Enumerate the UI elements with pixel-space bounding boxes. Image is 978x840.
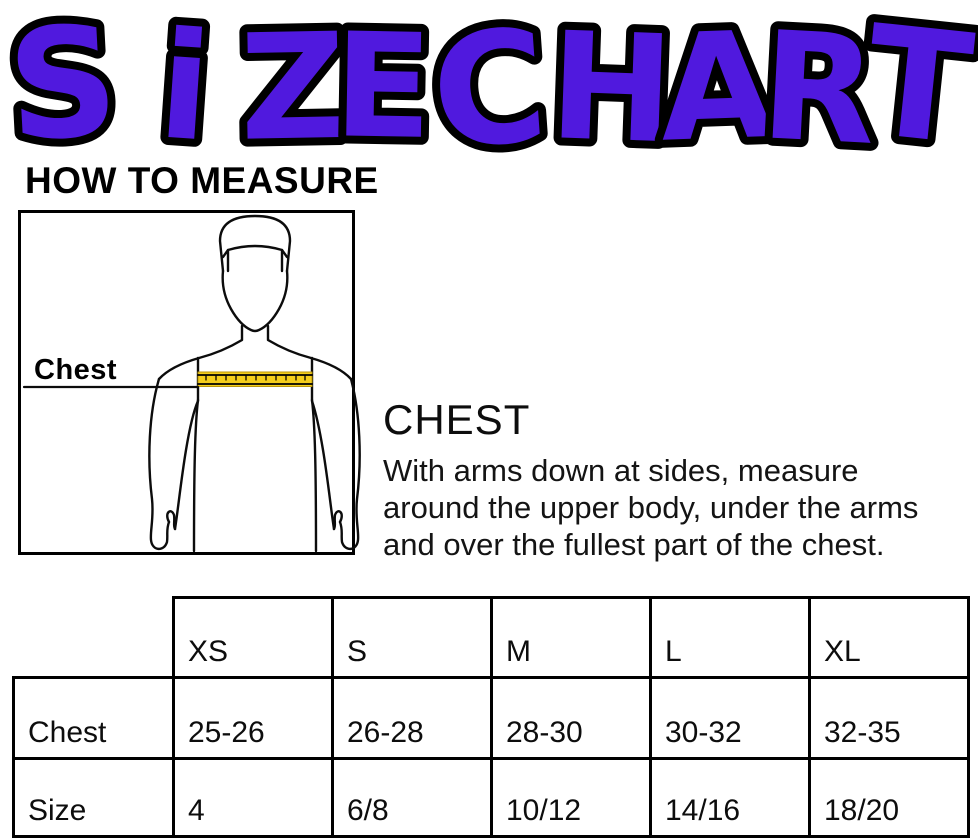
measurement-figure-box: Chest <box>18 210 361 555</box>
chest-instructions-line: and over the fullest part of the chest. <box>383 527 885 562</box>
measuring-tape <box>197 371 313 387</box>
title-letter: E <box>332 1 433 171</box>
figure-right-shoulder <box>266 324 353 381</box>
table-cell: 25-26 <box>172 676 334 760</box>
figure-left-hand <box>166 510 177 531</box>
column-header-xs: XS <box>172 596 334 679</box>
title-letter: S <box>4 0 123 175</box>
chest-instructions-line: around the upper body, under the arms <box>383 490 919 525</box>
tape-ticks <box>205 375 306 381</box>
table-cell: 30-32 <box>649 676 811 760</box>
table-cell: 10/12 <box>490 757 652 838</box>
row-label-chest: Chest <box>12 676 175 760</box>
figure-right-arm <box>338 377 361 551</box>
table-cell: 32-35 <box>808 676 970 760</box>
chest-instructions: With arms down at sides, measure around … <box>383 452 918 563</box>
table-row-size: Size 4 6/8 10/12 14/16 18/20 <box>12 757 970 838</box>
row-label-size: Size <box>12 757 175 838</box>
figure-right-hand <box>332 510 343 531</box>
title-letter: R <box>757 0 881 179</box>
table-cell: 28-30 <box>490 676 652 760</box>
figure-chest-label: Chest <box>34 354 118 386</box>
column-header-l: L <box>649 596 811 679</box>
column-header-xl: XL <box>808 596 970 679</box>
column-header-s: S <box>331 596 493 679</box>
column-header-m: M <box>490 596 652 679</box>
measurement-figure <box>22 214 361 553</box>
size-table: XS S M L XL Chest 25-26 26-28 28-30 30-3… <box>12 596 970 838</box>
table-cell: 4 <box>172 757 334 838</box>
chest-instructions-line: With arms down at sides, measure <box>383 453 859 488</box>
how-to-measure-heading: HOW TO MEASURE <box>25 160 379 201</box>
title-letter: C <box>426 0 552 184</box>
figure-hairline <box>221 244 289 273</box>
figure-right-inner-arm <box>310 399 336 531</box>
table-row-chest: Chest 25-26 26-28 28-30 30-32 32-35 <box>12 676 970 760</box>
title-letter: A <box>657 0 777 175</box>
chest-section-heading: CHEST <box>383 396 531 443</box>
size-chart-title: S i Z E C H A R T <box>0 0 978 192</box>
tape-edges <box>197 374 313 385</box>
figure-left-shoulder <box>157 324 244 381</box>
title-letter: Z <box>239 2 348 174</box>
table-cell: 18/20 <box>808 757 970 838</box>
table-header-row: XS S M L XL <box>14 596 970 679</box>
table-cell: 14/16 <box>649 757 811 838</box>
figure-face <box>221 269 289 333</box>
figure-left-inner-arm <box>173 399 200 531</box>
figure-left-arm <box>148 377 171 551</box>
title-letter: i <box>154 0 217 175</box>
title-letter: H <box>547 0 677 176</box>
table-cell: 26-28 <box>331 676 493 760</box>
figure-hair <box>218 214 292 273</box>
table-corner-empty <box>14 598 174 678</box>
figure-torso <box>192 398 318 553</box>
title-letter: T <box>858 0 978 179</box>
table-cell: 6/8 <box>331 757 493 838</box>
